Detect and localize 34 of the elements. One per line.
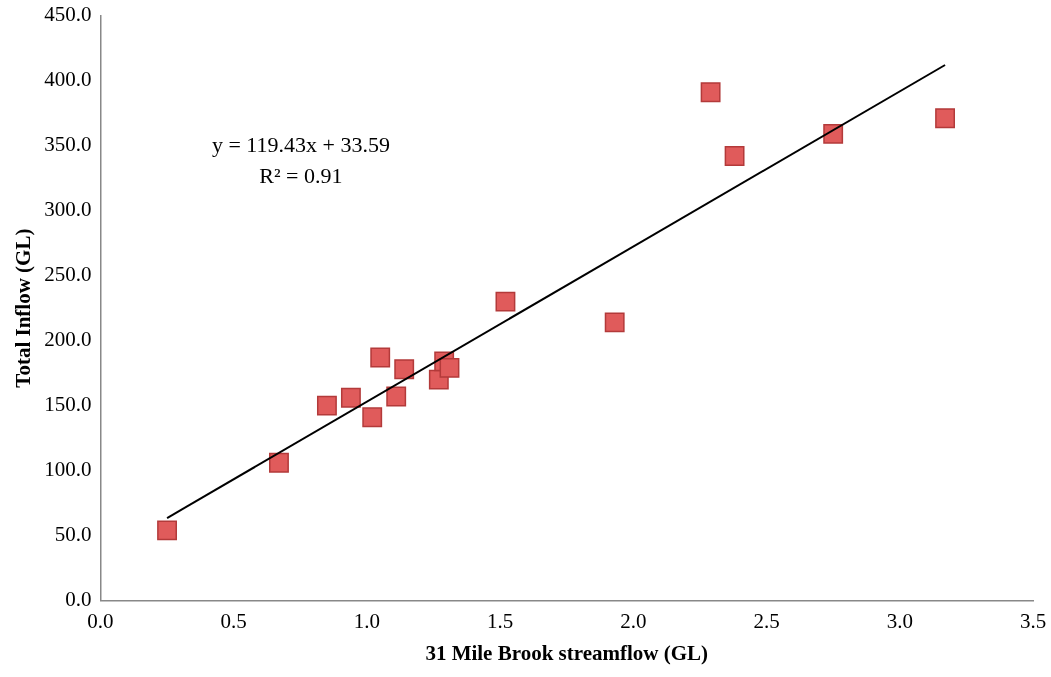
y-tick-label: 150.0: [44, 392, 92, 417]
y-tick-label: 100.0: [44, 457, 92, 482]
y-axis-title: Total Inflow (GL): [11, 228, 36, 388]
point: [362, 407, 383, 428]
point: [394, 359, 415, 380]
point: [724, 146, 745, 166]
x-tick-label: 3.0: [886, 608, 913, 633]
x-tick-label: 2.0: [620, 608, 647, 633]
point: [700, 82, 721, 103]
point: [439, 357, 460, 378]
annotation: y = 119.43x + 33.59: [211, 132, 390, 158]
y-tick-label: 50.0: [54, 522, 92, 547]
x-tick-label: 2.5: [753, 608, 780, 633]
y-tick-label: 200.0: [44, 327, 92, 352]
point: [386, 386, 407, 407]
x-tick-label: 1.0: [353, 608, 381, 633]
x-tick-label: 3.5: [1019, 608, 1047, 633]
annotation: R² = 0.91: [259, 163, 343, 189]
point: [340, 387, 361, 408]
point: [370, 347, 391, 368]
y-tick-label: 400.0: [44, 67, 92, 92]
x-tick-label: 1.5: [486, 608, 514, 633]
y-tick-label: 300.0: [44, 197, 92, 222]
point: [269, 452, 289, 473]
point: [157, 520, 177, 541]
y-tick-label: 250.0: [44, 262, 92, 287]
point: [935, 108, 956, 129]
point: [316, 395, 337, 416]
y-tick-label: 450.0: [44, 2, 92, 27]
x-axis-title: 31 Mile Brook streamflow (GL): [425, 640, 709, 665]
point: [604, 312, 625, 333]
y-tick-label: 350.0: [44, 132, 92, 157]
x-tick-label: 0.5: [220, 608, 247, 633]
point: [495, 291, 516, 312]
